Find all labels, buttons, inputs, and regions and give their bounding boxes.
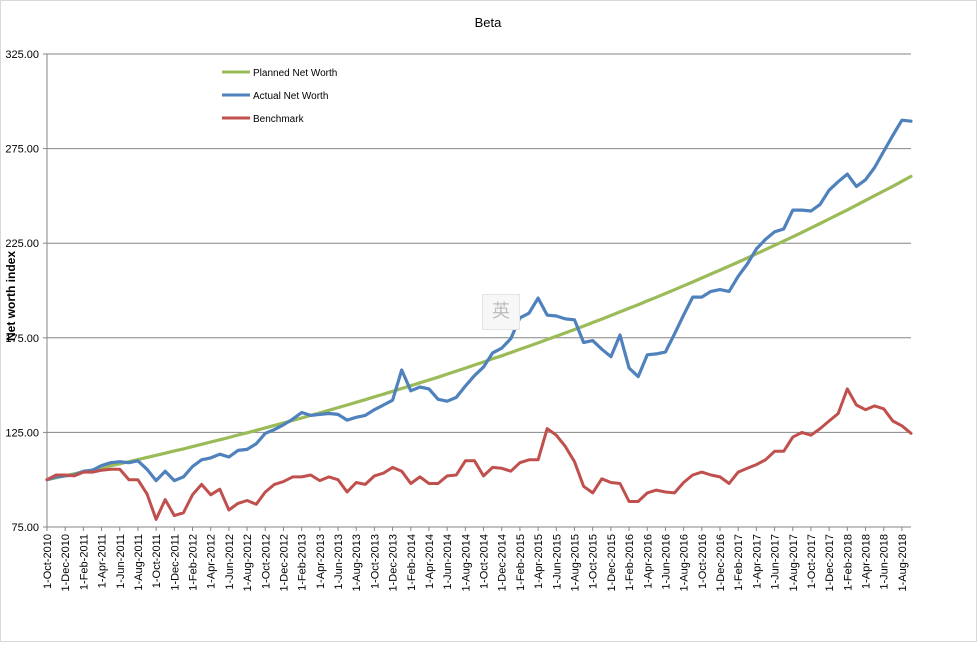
y-axis-title: Net worth index (4, 251, 18, 341)
series-line-planned-net-worth (45, 174, 913, 482)
y-tick-label: 225.00 (5, 238, 39, 250)
x-tick-label: 1-Feb-2012 (188, 534, 200, 591)
x-tick-label: 1-Jun-2015 (551, 534, 563, 590)
y-tick-label: 125.00 (5, 427, 39, 439)
x-tick-label: 1-Aug-2014 (460, 534, 472, 592)
y-tick-label: 175.00 (5, 333, 39, 345)
x-tick-label: 1-Aug-2013 (351, 534, 363, 592)
x-tick-label: 1-Apr-2012 (206, 534, 218, 589)
x-tick-label: 1-Aug-2017 (788, 534, 800, 592)
series-line-actual-net-worth (45, 118, 913, 483)
x-tick-label: 1-Feb-2013 (297, 534, 309, 591)
x-tick-label: 1-Feb-2015 (515, 534, 527, 591)
x-tick-label: 1-Dec-2010 (60, 534, 72, 591)
x-tick-label: 1-Apr-2015 (533, 534, 545, 589)
x-axis-tick-labels: 1-Oct-2010 1-Dec-2010 1-Feb-2011 1-Apr-2011… (42, 534, 909, 592)
x-tick-label: 1-Jun-2016 (660, 534, 672, 590)
gridlines (47, 53, 911, 433)
y-axis-tick-labels: 75.00 125.00 175.00 225.00 275.00 325.00 (5, 49, 39, 534)
x-tick-label: 1-Dec-2011 (169, 534, 181, 591)
x-tick-label: 1-Oct-2016 (697, 534, 709, 589)
x-tick-label: 1-Aug-2011 (133, 534, 145, 591)
series-line-benchmark (45, 387, 913, 521)
x-tick-label: 1-Jun-2013 (333, 534, 345, 590)
x-tick-label: 1-Feb-2018 (842, 534, 854, 591)
x-tick-label: 1-Dec-2017 (824, 534, 836, 591)
x-tick-label: 1-Dec-2014 (497, 534, 509, 591)
x-tick-label: 1-Dec-2016 (715, 534, 727, 591)
x-tick-label: 1-Jun-2011 (115, 534, 127, 589)
series-lines (45, 118, 913, 521)
x-tick-label: 1-Aug-2018 (897, 534, 909, 592)
x-tick-label: 1-Oct-2012 (260, 534, 272, 589)
legend: Planned Net Worth Actual Net Worth Benchma… (222, 68, 337, 125)
legend-label: Benchmark (253, 114, 305, 125)
x-tick-label: 1-Aug-2016 (679, 534, 691, 592)
x-tick-label: 1-Jun-2017 (770, 534, 782, 590)
watermark-logo: 英 (482, 294, 520, 330)
x-tick-label: 1-Oct-2010 (42, 534, 54, 589)
x-tick-label: 1-Jun-2018 (879, 534, 891, 590)
legend-label: Actual Net Worth (253, 91, 328, 102)
axes (43, 53, 911, 531)
x-tick-label: 1-Oct-2017 (806, 534, 818, 589)
legend-label: Planned Net Worth (253, 68, 337, 79)
x-tick-label: 1-Aug-2012 (242, 534, 254, 592)
x-tick-label: 1-Oct-2014 (479, 534, 491, 589)
x-tick-label: 1-Apr-2016 (642, 534, 654, 589)
x-tick-label: 1-Apr-2018 (861, 534, 873, 589)
x-tick-label: 1-Apr-2013 (315, 534, 327, 589)
x-tick-label: 1-Feb-2011 (78, 534, 90, 590)
y-tick-label: 275.00 (5, 144, 39, 156)
y-tick-label: 325.00 (5, 49, 39, 61)
x-tick-label: 1-Aug-2015 (569, 534, 581, 592)
x-tick-label: 1-Apr-2014 (424, 534, 436, 589)
x-tick-label: 1-Dec-2015 (606, 534, 618, 591)
x-tick-label: 1-Oct-2011 (151, 534, 163, 588)
x-tick-label: 1-Feb-2016 (624, 534, 636, 591)
x-tick-label: 1-Dec-2012 (278, 534, 290, 591)
x-tick-label: 1-Apr-2011 (97, 534, 109, 588)
x-tick-label: 1-Feb-2017 (733, 534, 745, 591)
x-tick-label: 1-Feb-2014 (406, 534, 418, 591)
x-tick-label: 1-Jun-2014 (442, 534, 454, 590)
x-tick-label: 1-Oct-2013 (369, 534, 381, 589)
x-tick-label: 1-Apr-2017 (751, 534, 763, 589)
x-tick-label: 1-Jun-2012 (224, 534, 236, 590)
chart-title: Beta (475, 15, 503, 30)
x-tick-label: 1-Oct-2015 (588, 534, 600, 589)
x-tick-label: 1-Dec-2013 (388, 534, 400, 591)
y-tick-label: 75.00 (11, 522, 39, 534)
